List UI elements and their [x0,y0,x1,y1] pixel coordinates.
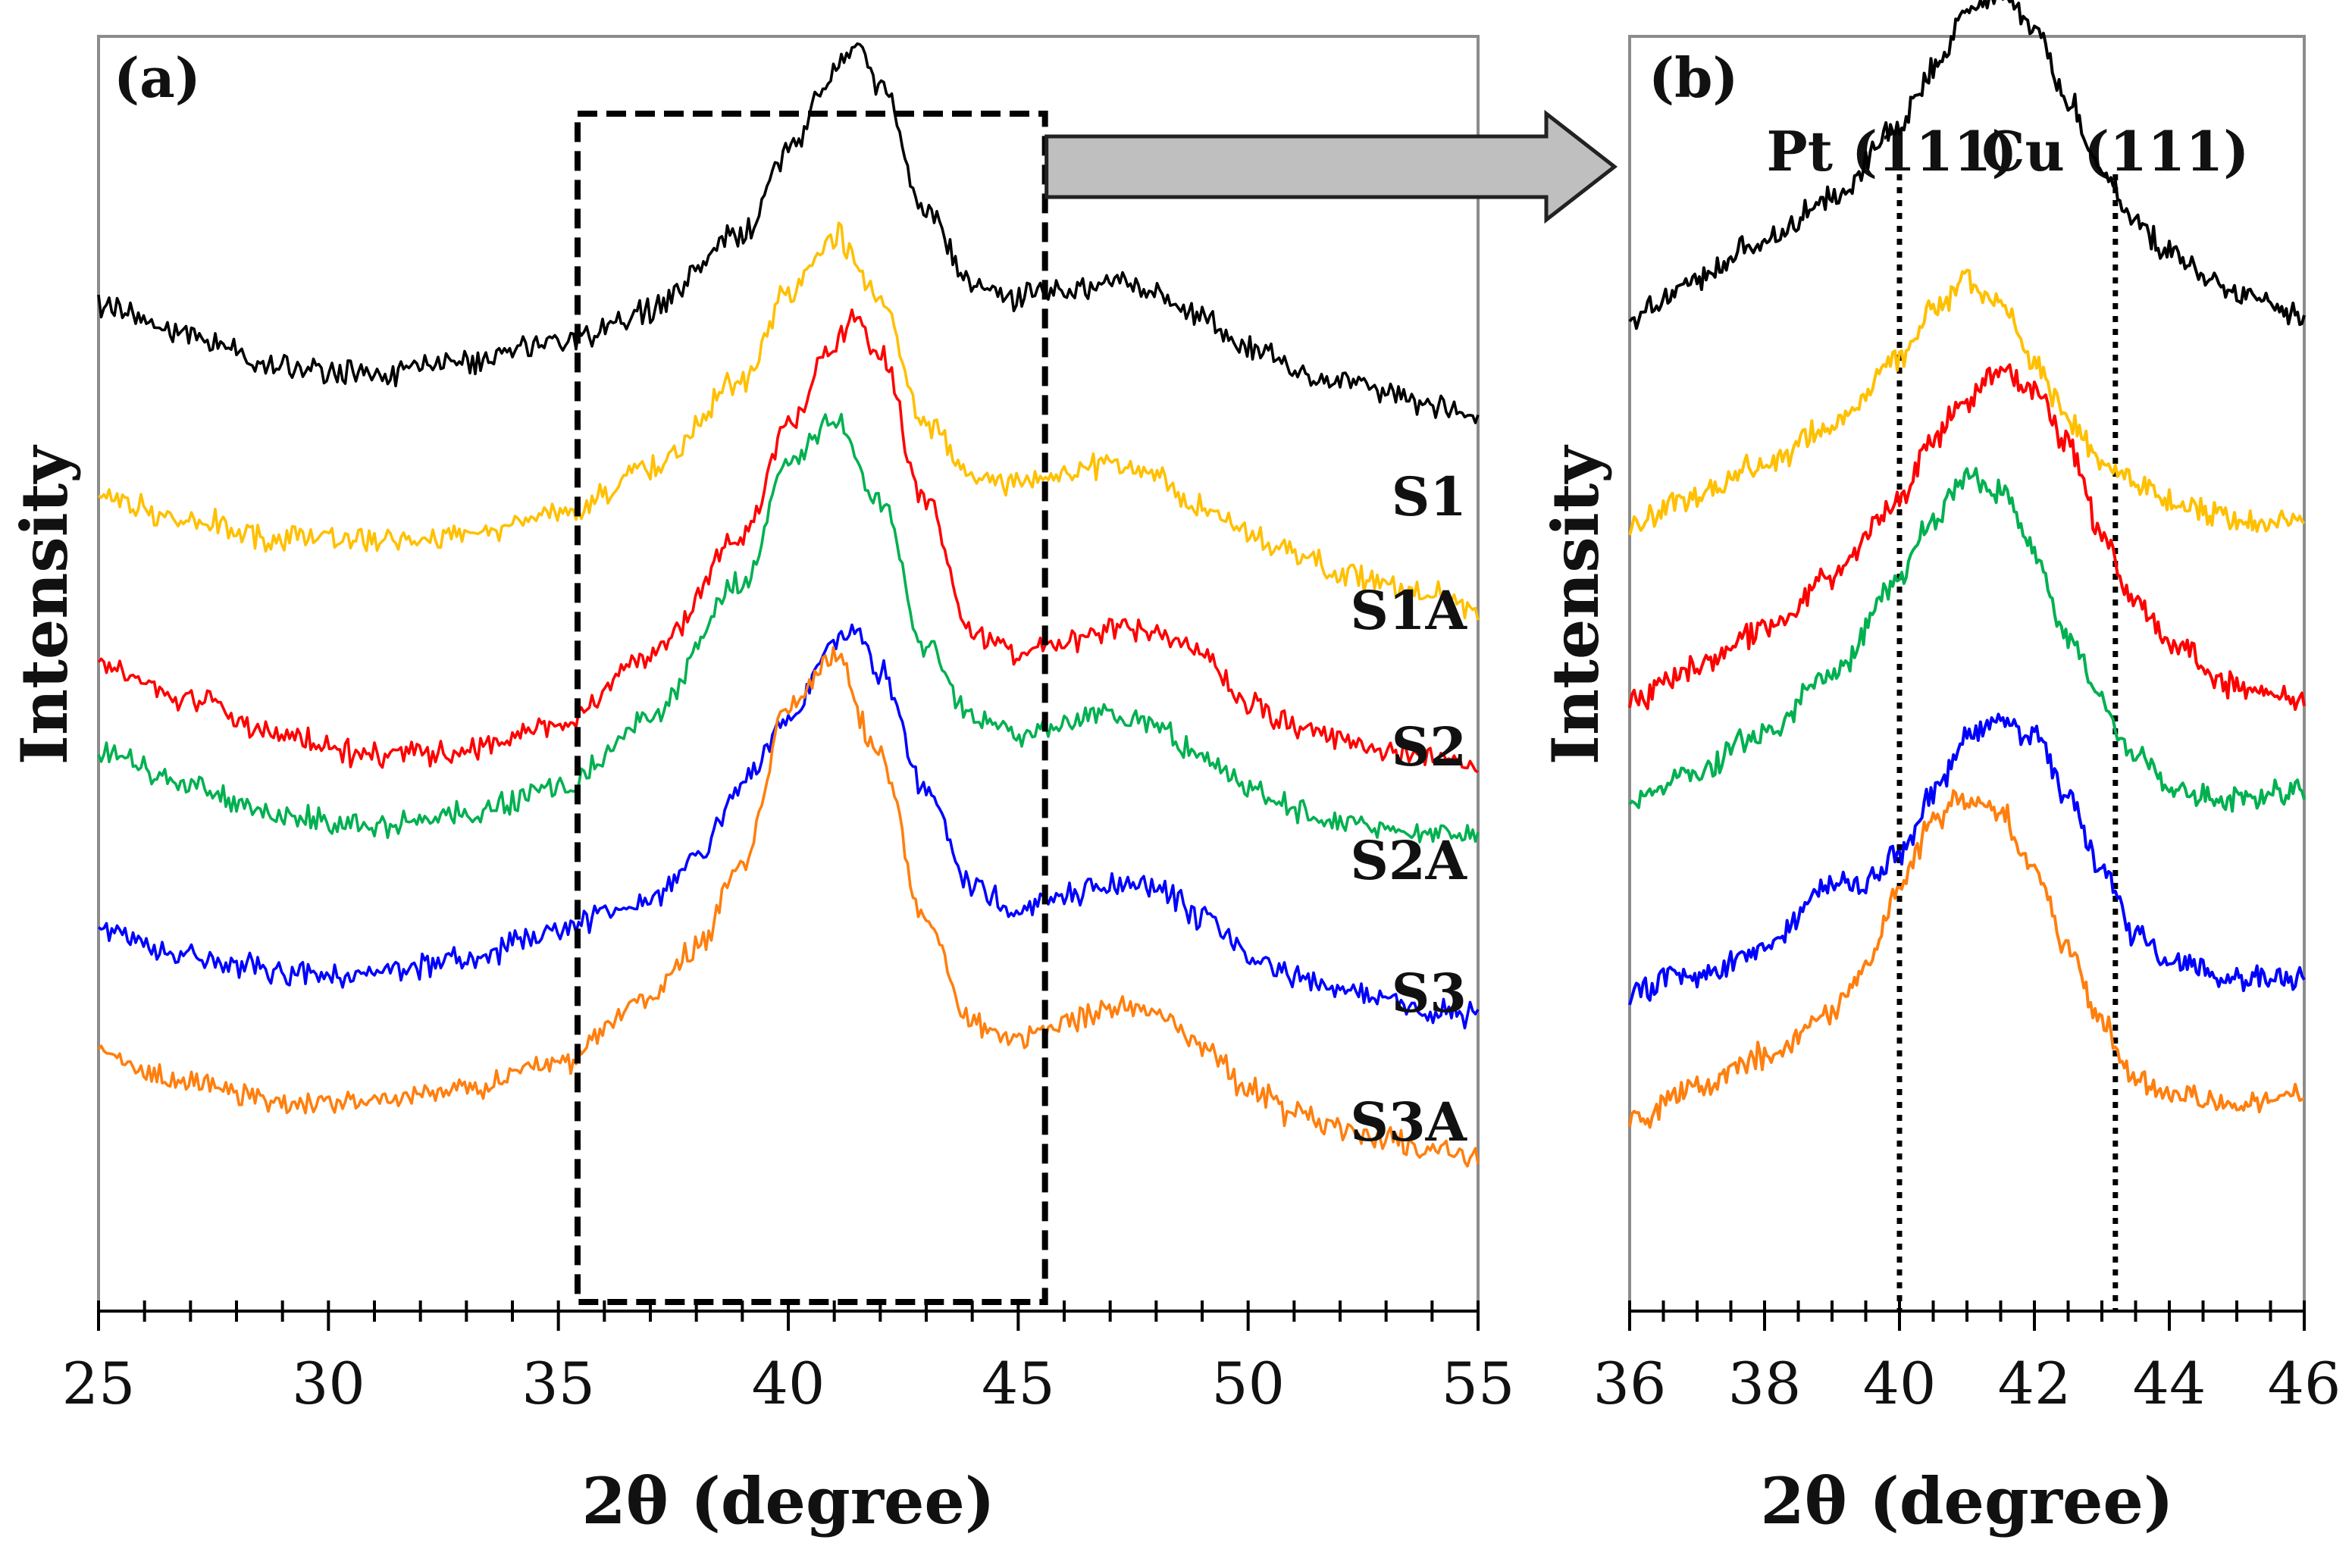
series-line-s1a [1628,268,2306,536]
series-line-s1 [1628,0,2306,330]
zoom-region-box [575,111,1048,1305]
series-line-s3 [97,623,1480,1030]
series-line-s3a [97,646,1480,1168]
series-label-s3: S3 [1392,962,1467,1025]
x-tick-label: 44 [2133,1350,2206,1417]
x-tick-label: 36 [1593,1350,1667,1417]
panel-label: (a) [114,45,201,110]
series-label-s2a: S2A [1350,829,1467,892]
panel-label: (b) [1649,45,1738,110]
x-tick-label: 45 [982,1350,1055,1417]
x-tick-label: 42 [1998,1350,2072,1417]
plot-frame [97,35,1480,1313]
zoom-arrow [1044,109,1618,224]
series-line-s3 [1628,712,2306,1006]
zoom-annotation [575,109,1618,1305]
series-line-s2 [97,308,1479,774]
series-line-s2 [1628,363,2306,711]
series-line-s1a [97,221,1480,621]
series-line-s3a [1628,789,2305,1129]
x-axis-title: 2θ (degree) [581,1463,994,1538]
x-tick-label: 30 [292,1350,365,1417]
x-tick-label: 35 [521,1350,595,1417]
y-axis-title: Intensity [1538,445,1613,765]
series-label-s2: S2 [1392,715,1467,778]
series-line-s2a [97,412,1480,843]
x-tick-label: 50 [1211,1350,1285,1417]
x-tick-label: 55 [1442,1350,1515,1417]
panel-a: 25 30 35 40 45 50 55 2θ (degree) Intensity (a) S1 S… [7,35,1515,1538]
plot-frame [1628,35,2306,1313]
x-tick-label: 38 [1728,1350,1802,1417]
reference-line-label: Cu (111) [1981,119,2249,183]
series-line-s1 [97,42,1480,424]
x-tick-label: 40 [752,1350,825,1417]
x-axis-title: 2θ (degree) [1760,1463,2173,1538]
x-tick-label: 25 [62,1350,136,1417]
x-tick-label: 40 [1863,1350,1937,1417]
x-tick-label: 46 [2268,1350,2341,1417]
series-line-s2a [1628,467,2306,813]
series-label-s3a: S3A [1350,1091,1467,1153]
series-label-s1a: S1A [1350,579,1467,642]
y-axis-title: Intensity [7,445,82,765]
series-label-s1: S1 [1392,465,1467,528]
